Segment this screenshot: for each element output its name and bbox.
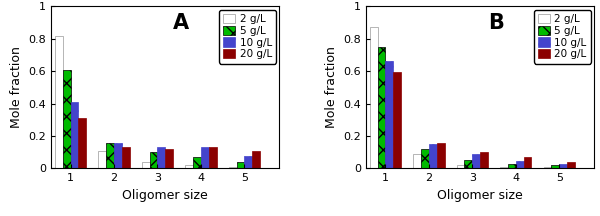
- Bar: [464, 160, 472, 168]
- Bar: [209, 148, 217, 168]
- Bar: [437, 143, 445, 168]
- Bar: [193, 157, 201, 168]
- Bar: [114, 143, 122, 168]
- Bar: [421, 149, 429, 168]
- Bar: [524, 157, 532, 168]
- Bar: [201, 148, 209, 168]
- Bar: [236, 162, 244, 168]
- X-axis label: Oligomer size: Oligomer size: [437, 189, 523, 202]
- Bar: [55, 36, 63, 168]
- Bar: [106, 143, 114, 168]
- Bar: [480, 152, 488, 168]
- Bar: [559, 164, 567, 168]
- Bar: [385, 61, 393, 168]
- Bar: [377, 47, 385, 168]
- Bar: [393, 72, 401, 168]
- Bar: [142, 162, 149, 168]
- Bar: [508, 164, 516, 168]
- Bar: [79, 118, 86, 168]
- Bar: [244, 156, 252, 168]
- Bar: [429, 144, 437, 168]
- Bar: [229, 167, 236, 168]
- Bar: [185, 165, 193, 168]
- Bar: [63, 70, 71, 168]
- Bar: [98, 151, 106, 168]
- Bar: [500, 167, 508, 168]
- Y-axis label: Mole fraction: Mole fraction: [10, 46, 23, 129]
- Bar: [122, 148, 130, 168]
- Bar: [165, 149, 173, 168]
- Text: A: A: [173, 13, 189, 33]
- Bar: [457, 165, 464, 168]
- Legend: 2 g/L, 5 g/L, 10 g/L, 20 g/L: 2 g/L, 5 g/L, 10 g/L, 20 g/L: [533, 10, 591, 64]
- Legend: 2 g/L, 5 g/L, 10 g/L, 20 g/L: 2 g/L, 5 g/L, 10 g/L, 20 g/L: [219, 10, 276, 64]
- Bar: [472, 154, 480, 168]
- Bar: [157, 148, 165, 168]
- X-axis label: Oligomer size: Oligomer size: [122, 189, 208, 202]
- Bar: [413, 154, 421, 168]
- Bar: [252, 151, 260, 168]
- Bar: [370, 27, 377, 168]
- Bar: [149, 152, 157, 168]
- Y-axis label: Mole fraction: Mole fraction: [325, 46, 338, 129]
- Bar: [544, 167, 551, 168]
- Bar: [551, 165, 559, 168]
- Text: B: B: [488, 13, 504, 33]
- Bar: [567, 162, 575, 168]
- Bar: [516, 161, 524, 168]
- Bar: [71, 102, 79, 168]
